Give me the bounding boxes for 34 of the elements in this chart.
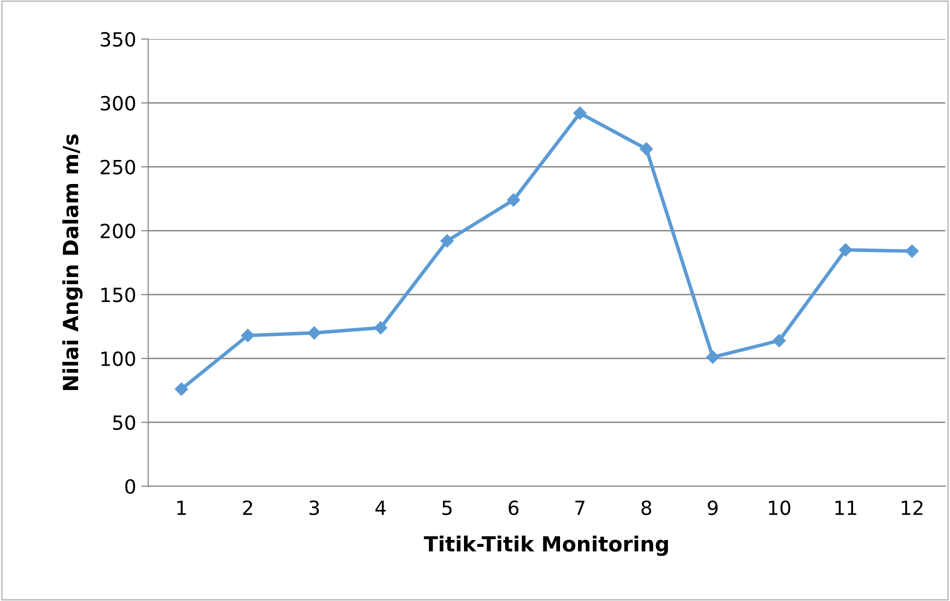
y-tick-label: 300 [100,96,136,111]
x-tick-label: 8 [641,500,652,516]
x-tick-label: 4 [375,500,386,515]
y-tick-label: 0 [125,479,136,494]
point [839,243,852,256]
y-tick-label: 150 [101,288,136,302]
point [640,142,653,156]
point [772,334,786,348]
x-tick-label: 6 [508,500,518,516]
x-axis-title: Titik-Titik Monitoring [424,536,668,556]
point [905,244,919,258]
point [374,321,388,334]
point [573,106,587,120]
point [308,326,321,340]
y-tick-label: 50 [113,415,136,430]
x-tick-label: 2 [243,500,252,515]
y-tick-label: 250 [100,160,136,174]
x-tick-label: 1 [177,500,186,515]
x-tick-label: 12 [902,500,922,515]
point [440,234,454,248]
x-tick-label: 10 [768,500,790,516]
x-tick-label: 7 [575,500,584,515]
y-tick-label: 200 [100,224,136,238]
y-tick-label: 350 [100,32,136,47]
x-tick-label: 3 [310,500,319,516]
point [706,350,720,364]
y-tick-label: 100 [101,351,136,366]
point [506,193,520,207]
point [241,328,254,342]
x-tick-label: 9 [708,500,718,516]
x-tick-label: 5 [442,500,452,516]
point [174,382,188,396]
y-axis-title: Nilai Angin Dalam m/s [62,134,83,390]
x-tick-label: 11 [835,500,856,515]
